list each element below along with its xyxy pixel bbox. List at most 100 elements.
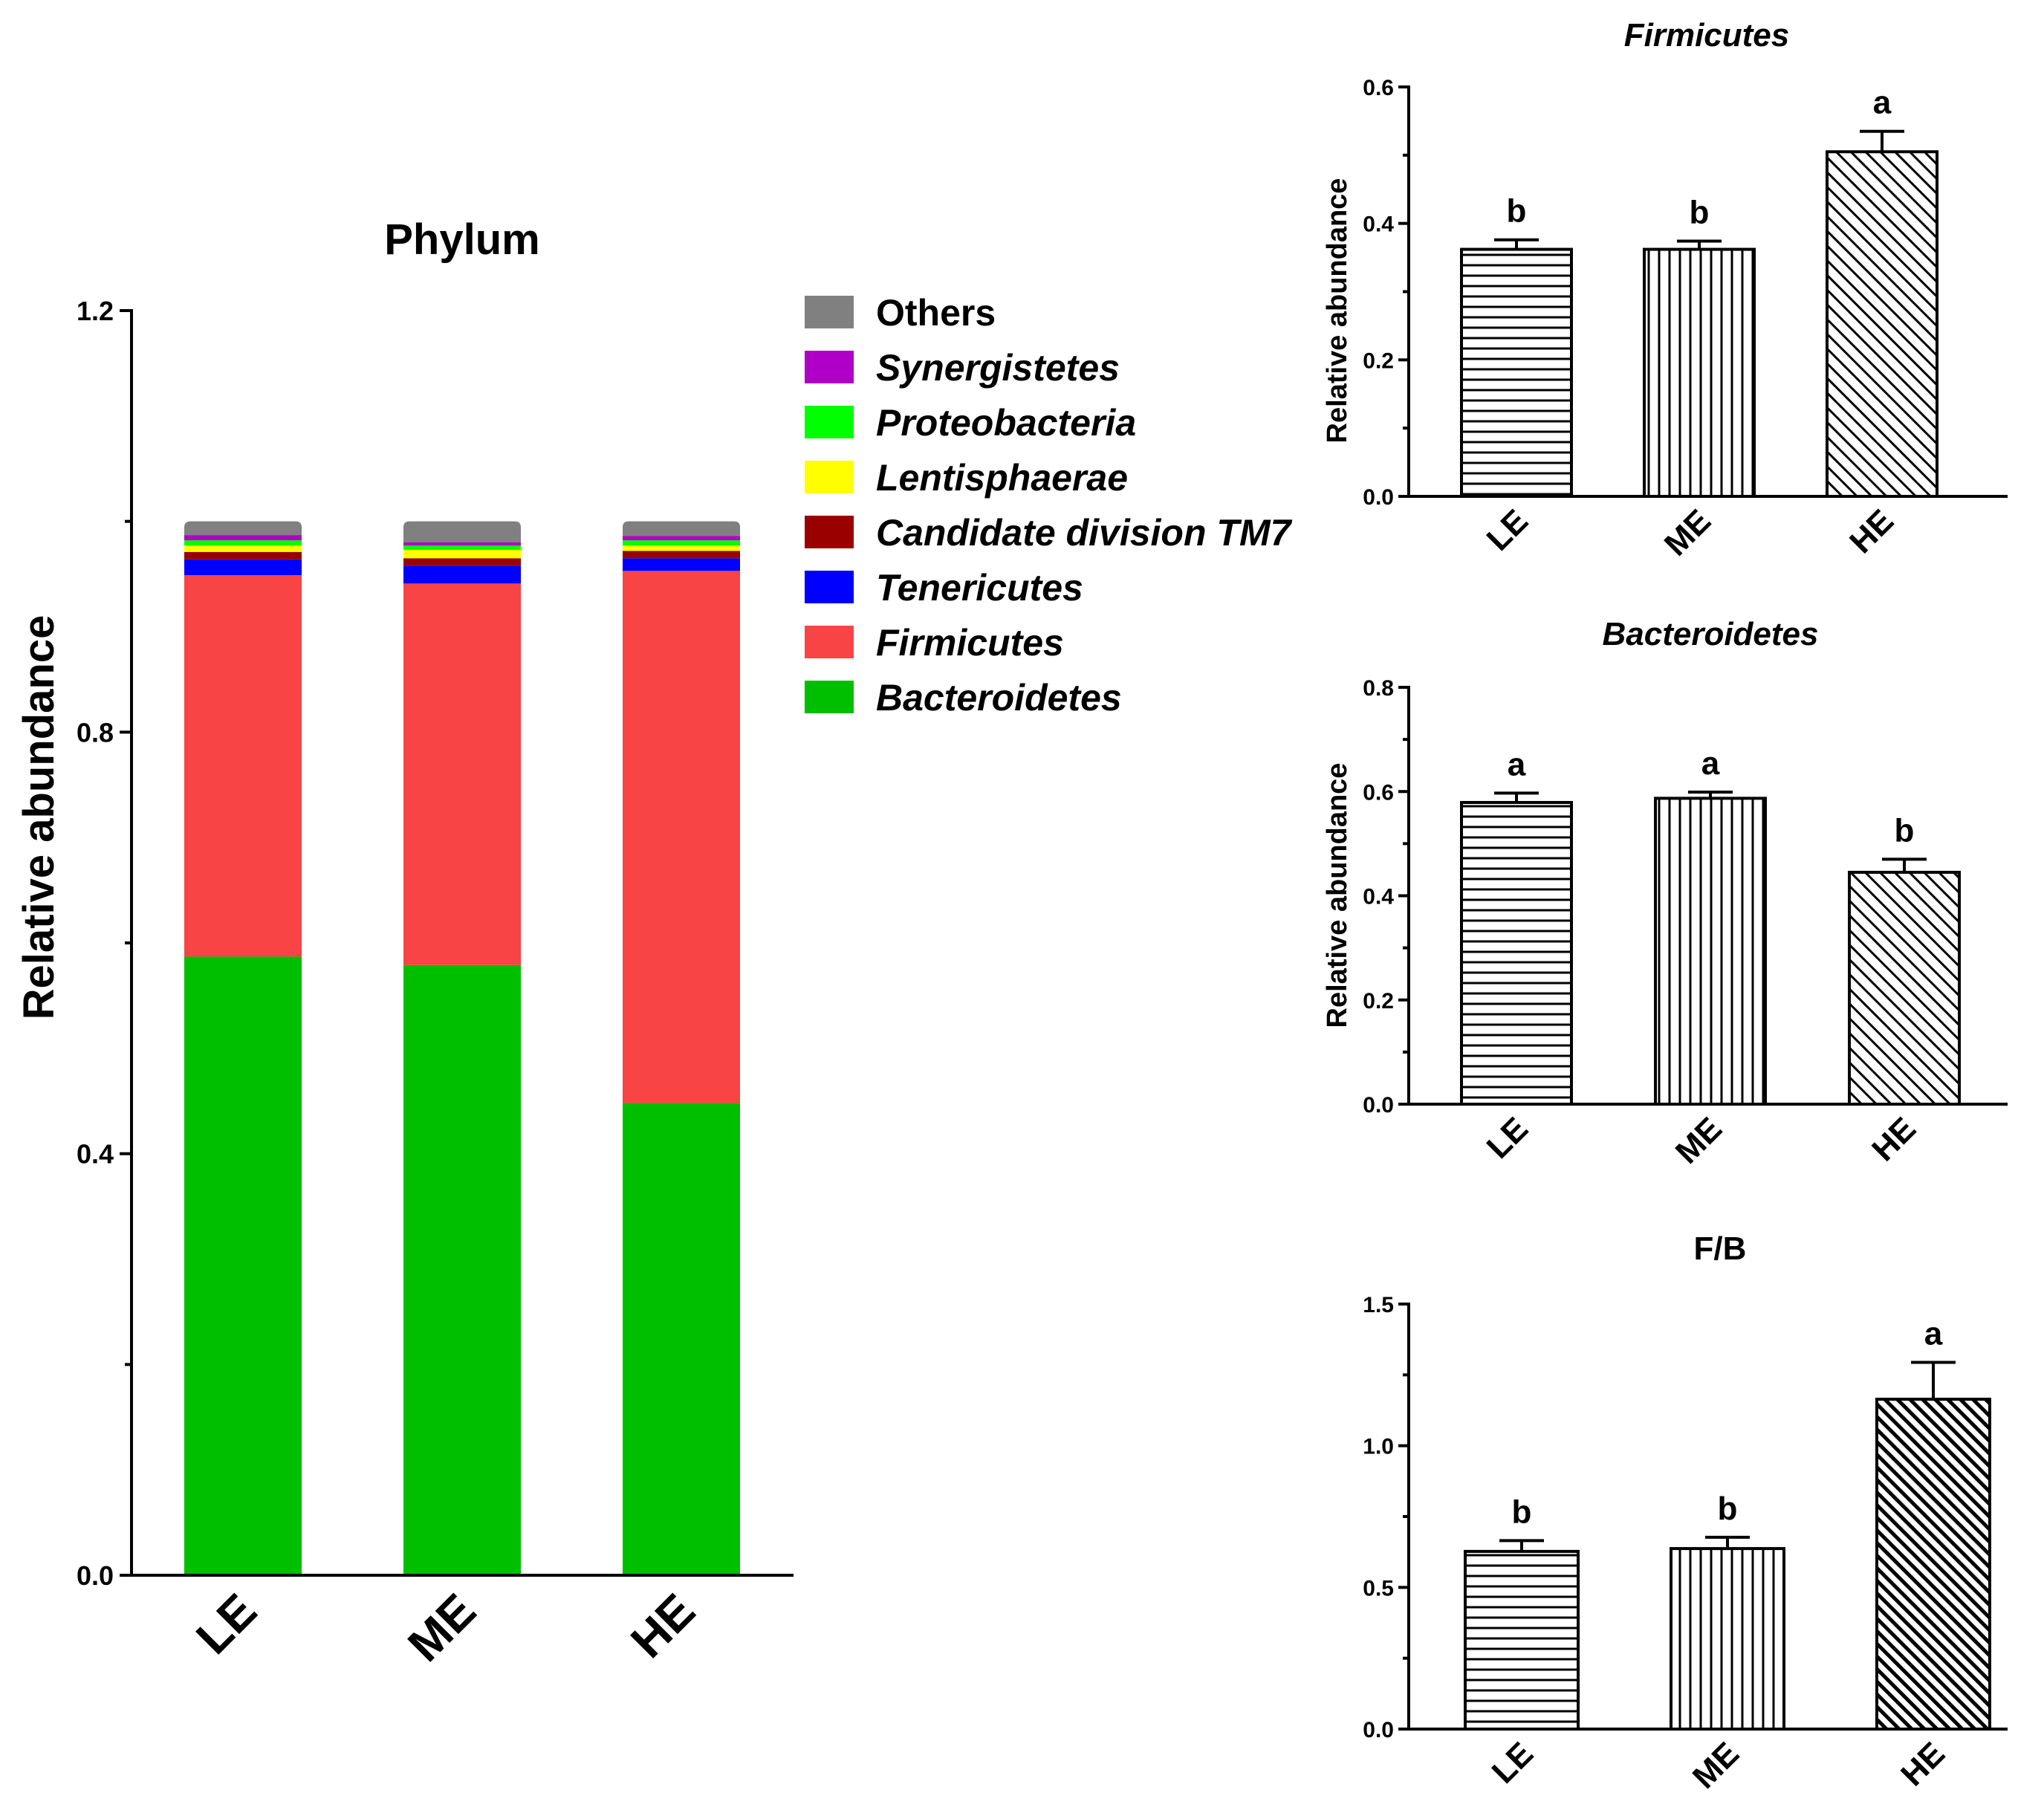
phylum-chart: Phylum Relative abundance LE ME HE 0.0 0.4 0.… [15,215,1293,1672]
y-tick-label: 0.0 [1363,485,1394,510]
bar-me [1654,797,1767,1106]
bar-segment-firmicutes-le [184,575,302,957]
bar-segment-synergistetes-le [184,535,302,541]
legend-label-others: Others [876,292,996,334]
phylum-chart-ylabel: Relative abundance [15,615,63,1020]
significance-letter-le: a [1508,746,1526,782]
bacteroidetes-chart-ylabel: Relative abundance [1322,763,1353,1028]
x-tick-label-he: HE [1894,1735,1952,1793]
fb-chart-title: F/B [1694,1230,1747,1267]
bar-he [1826,150,1938,498]
significance-letter-le: b [1507,193,1527,230]
y-tick-label: 0.0 [1363,1093,1394,1118]
firmicutes-chart-ylabel: Relative abundance [1322,178,1353,444]
phylum-bars [184,521,740,1575]
x-tick-label-he: HE [620,1583,705,1668]
legend-label-tenericutes: Tenericutes [876,567,1083,609]
bacteroidetes-chart: Bacteroidetes Relative abundance a LE a ME b… [1322,616,2008,1171]
y-tick-label: 0.2 [1363,348,1394,373]
legend-swatch-others [805,296,854,328]
y-tick-label: 0.8 [1363,676,1394,701]
y-tick-label: 0.2 [1363,989,1394,1014]
legend-label-proteobacteria: Proteobacteria [876,402,1136,444]
y-tick-label: 0.6 [1363,76,1394,100]
bar-he [1848,870,1961,1106]
bar-segment-bacteroidetes-he [623,1103,740,1575]
bar-segment-others-le [184,521,302,536]
bar-me [1643,247,1756,498]
bar-segment-synergistetes-me [403,542,521,546]
significance-letter-me: b [1690,195,1710,231]
bar-segment-lentisphaerae-he [623,545,740,551]
legend-swatch-proteobacteria [805,406,854,438]
legend-label-candidate-division-tm7: Candidate division TM7 [876,512,1293,554]
bar-segment-firmicutes-me [403,583,521,965]
y-tick-label: 1.5 [1363,1293,1394,1317]
y-tick-label: 0.6 [1363,780,1394,805]
bar-segment-lentisphaerae-me [403,549,521,559]
legend-label-firmicutes: Firmicutes [876,622,1064,664]
significance-letter-he: a [1924,1316,1943,1352]
significance-letter-he: a [1873,85,1892,121]
bar-le [1460,800,1573,1106]
x-tick-label-me: ME [398,1583,486,1672]
legend-swatch-firmicutes [805,626,854,658]
bar-segment-bacteroidetes-me [403,964,521,1575]
x-tick-label-le: LE [1480,1110,1535,1165]
firmicutes-plot: b LE b ME a HE 0.0 0.2 0.4 0.6 [1363,76,2008,563]
legend-label-synergistetes: Synergistetes [876,347,1120,389]
bar-segment-candidate-division-tm7-me [403,558,521,566]
x-tick-label-he: HE [1865,1110,1923,1168]
bar-segment-lentisphaerae-le [184,545,302,552]
significance-letter-me: a [1701,745,1720,782]
firmicutes-chart: Firmicutes Relative abundance b LE b ME a HE 0… [1322,17,2008,563]
bar-me [1670,1547,1785,1731]
y-tick-label: 0.5 [1363,1576,1394,1601]
y-tick-label: 1.0 [1363,1435,1394,1459]
y-tick-label: 0.8 [77,717,114,748]
bar-segment-others-me [403,521,521,543]
legend-swatch-synergistetes [805,351,854,383]
x-tick-label-me: ME [1669,1110,1729,1170]
legend-swatch-bacteroidetes [805,681,854,713]
legend-swatch-lentisphaerae [805,461,854,493]
significance-letter-le: b [1512,1494,1532,1530]
y-tick-label: 0.4 [77,1139,114,1170]
phylum-chart-title: Phylum [384,215,540,264]
fb-chart: F/B b LE b ME a HE 0.0 0.5 1.0 1.5 [1363,1230,2008,1796]
y-tick-label: 0.0 [1363,1718,1394,1742]
legend-label-lentisphaerae: Lentisphaerae [876,457,1128,499]
y-tick-label: 0.4 [1363,213,1394,237]
firmicutes-chart-title: Firmicutes [1624,17,1790,53]
bar-le [1460,247,1573,498]
x-tick-label-me: ME [1686,1735,1746,1795]
bar-segment-tenericutes-le [184,559,302,576]
bar-le [1464,1549,1580,1731]
x-tick-label-le: LE [1485,1735,1540,1790]
bar-segment-candidate-division-tm7-he [623,551,740,559]
bar-segment-proteobacteria-he [623,540,740,546]
y-tick-label: 0.4 [1363,885,1394,909]
bacteroidetes-plot: a LE a ME b HE 0.0 0.2 0.4 0.6 0.8 [1363,676,2008,1171]
significance-letter-me: b [1718,1491,1738,1527]
legend-label-bacteroidetes: Bacteroidetes [876,677,1122,719]
bar-segment-firmicutes-he [623,571,740,1103]
bacteroidetes-chart-title: Bacteroidetes [1602,616,1818,652]
bar-segment-tenericutes-me [403,565,521,584]
x-tick-label-me: ME [1658,502,1718,562]
legend-swatch-candidate-division-tm7 [805,516,854,548]
bar-segment-candidate-division-tm7-le [184,551,302,560]
y-tick-label: 0.0 [77,1560,114,1591]
bar-segment-others-he [623,521,740,536]
x-tick-label-le: LE [1480,502,1535,557]
bar-segment-proteobacteria-me [403,545,521,550]
x-tick-label-le: LE [186,1583,267,1664]
significance-letter-he: b [1895,812,1915,849]
phylum-legend: Others Synergistetes Proteobacteria Lentisp… [805,292,1293,719]
y-tick-label: 1.2 [77,296,114,326]
bar-segment-tenericutes-he [623,558,740,571]
bar-segment-bacteroidetes-le [184,956,302,1575]
x-tick-label-he: HE [1843,502,1901,560]
bar-he [1875,1398,1991,1731]
